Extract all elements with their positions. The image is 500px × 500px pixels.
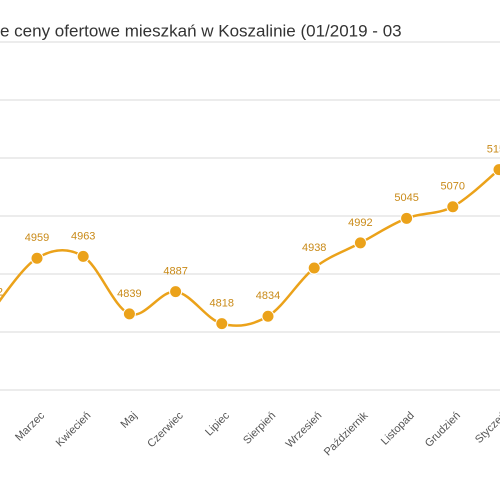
data-label: 5045 [394,192,418,204]
point [30,251,44,265]
x-tick-label: Maj [119,410,140,431]
chart-title: e ceny ofertowe mieszkań w Koszalinie (0… [0,21,402,40]
x-tick-label: Sierpień [241,410,278,447]
data-label: 4834 [256,290,280,302]
x-tick-label: Lipiec [203,409,232,438]
data-label: 4887 [163,266,187,278]
x-tick-label: Październik [322,409,371,458]
point [76,249,90,263]
point [215,317,229,331]
point [353,236,367,250]
data-label: 4938 [302,242,326,254]
point [400,211,414,225]
x-tick-label: Czerwiec [145,409,186,450]
data-label: 5070 [441,181,465,193]
line [0,168,500,327]
x-tick-label: Marzec [13,409,47,443]
data-label: 4963 [71,230,95,242]
x-tick-label: Wrzesień [284,410,325,451]
point [446,200,460,214]
data-label: 5150 [487,144,500,156]
x-tick-label: Listopad [379,410,417,448]
x-tick-label: Styczeń [473,410,500,446]
point [307,261,321,275]
point [261,309,275,323]
data-label: 4992 [348,217,372,229]
point [122,307,136,321]
x-tick-label: Grudzień [423,410,463,450]
x-tick-label: Kwiecień [54,410,94,450]
point [492,163,500,177]
data-label: 4839 [117,288,141,300]
point [169,285,183,299]
data-label: 4818 [210,298,234,310]
data-label: 4959 [25,232,49,244]
data-label: 4842 [0,286,3,298]
